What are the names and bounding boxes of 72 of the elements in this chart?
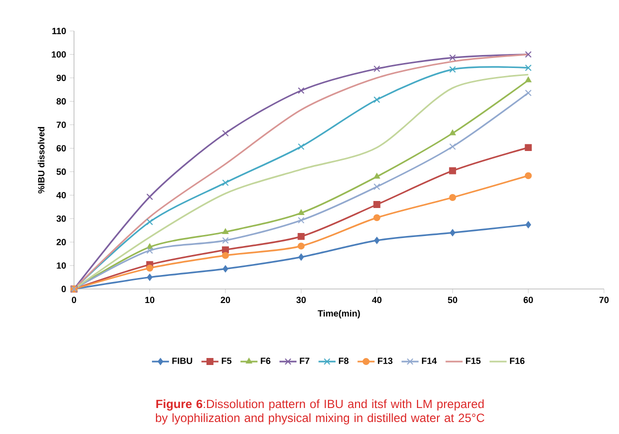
x-tick-label: 30 bbox=[296, 296, 306, 304]
y-tick-label: 60 bbox=[56, 145, 66, 152]
point bbox=[526, 221, 532, 228]
x-tick-label: 10 bbox=[145, 296, 154, 304]
y-tick-label: 10 bbox=[56, 262, 66, 269]
point bbox=[374, 236, 380, 244]
point bbox=[298, 232, 305, 240]
y-tick-label: 30 bbox=[56, 215, 66, 222]
x-tick-label: 0 bbox=[72, 296, 76, 304]
point bbox=[449, 54, 456, 62]
y-tick-label: 40 bbox=[56, 192, 66, 198]
point bbox=[449, 66, 456, 73]
point bbox=[222, 179, 229, 186]
y-tick-label: 110 bbox=[52, 28, 66, 34]
point bbox=[298, 254, 304, 261]
legend-label: F5 bbox=[222, 358, 232, 364]
point bbox=[374, 183, 380, 190]
text: Figure 6:Dissolution pattern of IBU and itsf with LM prepared by lyophilization and physical mixing in distilled water at 25°C bbox=[156, 399, 484, 424]
y-tick-label: 90 bbox=[56, 74, 66, 82]
point bbox=[222, 237, 229, 244]
y-tick-label: 0 bbox=[62, 286, 66, 292]
point bbox=[146, 247, 154, 254]
point bbox=[222, 228, 229, 234]
legend-label: F16 bbox=[510, 358, 525, 364]
point bbox=[298, 87, 304, 94]
legend-label: F7 bbox=[300, 358, 310, 364]
point bbox=[525, 76, 532, 82]
point bbox=[449, 167, 456, 174]
y-axis-title: %IBU dissolved bbox=[38, 126, 44, 194]
y-tick-label: 70 bbox=[56, 122, 66, 128]
x-tick-label: 40 bbox=[372, 296, 382, 304]
point bbox=[524, 90, 532, 96]
point bbox=[298, 216, 304, 224]
point bbox=[298, 242, 305, 250]
y-tick-label: 50 bbox=[56, 168, 66, 175]
legend-label: F14 bbox=[422, 358, 437, 364]
point bbox=[524, 64, 532, 72]
point bbox=[449, 130, 456, 136]
point bbox=[298, 210, 304, 215]
x-tick-label: 70 bbox=[599, 296, 609, 304]
point bbox=[450, 229, 456, 236]
point bbox=[374, 173, 380, 179]
point bbox=[374, 96, 380, 104]
legend-label: F15 bbox=[466, 358, 481, 364]
point bbox=[524, 172, 532, 180]
point bbox=[449, 143, 456, 150]
point bbox=[222, 252, 229, 259]
point bbox=[222, 130, 229, 137]
point bbox=[146, 244, 153, 249]
point bbox=[222, 246, 229, 254]
point bbox=[524, 144, 532, 152]
point bbox=[373, 201, 380, 208]
legend-label: FIBU bbox=[172, 358, 192, 364]
legend-label: F8 bbox=[338, 358, 349, 364]
x-tick-label: 60 bbox=[524, 296, 533, 304]
y-tick-label: 20 bbox=[56, 238, 66, 246]
point bbox=[146, 274, 152, 281]
x-tick-label: 20 bbox=[220, 296, 230, 304]
x-axis-title: Time(min) bbox=[318, 310, 360, 318]
point bbox=[146, 218, 154, 226]
point bbox=[374, 65, 380, 72]
point bbox=[373, 214, 380, 222]
y-tick-label: 80 bbox=[56, 98, 66, 105]
legend-label: F6 bbox=[260, 358, 270, 364]
point bbox=[222, 265, 228, 272]
point bbox=[146, 264, 154, 272]
point bbox=[298, 143, 304, 150]
point bbox=[449, 194, 456, 201]
legend-label: F13 bbox=[378, 358, 392, 364]
y-tick-label: 100 bbox=[52, 51, 66, 58]
x-tick-label: 50 bbox=[448, 296, 458, 304]
point bbox=[524, 51, 532, 58]
